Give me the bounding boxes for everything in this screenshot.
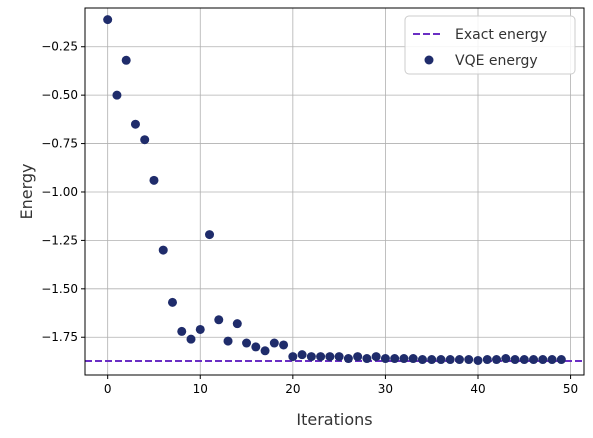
x-tick-label: 10 [193, 382, 208, 396]
y-tick-label: −1.00 [41, 185, 78, 199]
vqe-energy-point [149, 175, 159, 185]
vqe-energy-point [445, 355, 455, 365]
vqe-energy-point [205, 230, 215, 240]
y-axis-ticks: −0.25 −0.50 −0.75 −1.00 −1.25 −1.50 −1.75 [41, 40, 85, 344]
legend: Exact energy VQE energy [404, 15, 576, 75]
vqe-energy-point [325, 352, 335, 362]
legend-dot-swatch [424, 55, 434, 65]
vqe-energy-point [408, 354, 418, 364]
vqe-energy-point [316, 352, 326, 362]
vqe-energy-point [297, 350, 307, 360]
x-tick-label: 40 [470, 382, 485, 396]
y-axis-title: Energy [17, 163, 36, 219]
vqe-energy-point [306, 352, 316, 362]
y-tick-label: −0.25 [41, 40, 78, 54]
vqe-energy-point [214, 315, 224, 325]
vqe-energy-point [279, 340, 289, 350]
x-tick-label: 30 [378, 382, 393, 396]
legend-label-vqe: VQE energy [455, 53, 538, 69]
legend-label-exact: Exact energy [455, 27, 547, 43]
vqe-energy-point [519, 355, 529, 365]
vqe-energy-point [242, 338, 252, 348]
vqe-energy-point [343, 354, 353, 364]
vqe-energy-point [454, 355, 464, 365]
vqe-energy-point [251, 342, 261, 352]
vqe-energy-point [112, 90, 122, 100]
x-axis-title: Iterations [296, 410, 372, 429]
vqe-energy-point [464, 355, 474, 365]
vqe-energy-point [288, 352, 298, 362]
vqe-energy-point [501, 354, 511, 364]
vqe-energy-point [492, 355, 502, 365]
vqe-energy-point [140, 135, 150, 145]
y-tick-label: −1.25 [41, 233, 78, 247]
x-tick-label: 0 [104, 382, 112, 396]
vqe-energy-point [186, 334, 196, 344]
vqe-energy-point [399, 354, 409, 364]
vqe-points [103, 15, 566, 365]
y-tick-label: −0.50 [41, 88, 78, 102]
vqe-energy-point [427, 355, 437, 365]
x-tick-label: 20 [285, 382, 300, 396]
vqe-energy-point [223, 336, 233, 346]
vqe-energy-point [353, 352, 363, 362]
y-tick-label: −1.50 [41, 282, 78, 296]
vqe-energy-point [390, 354, 400, 364]
vqe-energy-point [130, 119, 140, 129]
vqe-energy-point [510, 355, 520, 365]
vqe-energy-point [158, 245, 168, 255]
vqe-energy-point [547, 355, 557, 365]
vqe-energy-point [103, 15, 113, 25]
vqe-energy-point [167, 297, 177, 307]
vqe-energy-point [195, 324, 205, 334]
vqe-energy-point [473, 355, 483, 365]
vqe-energy-point [556, 355, 566, 365]
y-tick-label: −0.75 [41, 137, 78, 151]
vqe-energy-point [380, 354, 390, 364]
vqe-energy-point [269, 338, 279, 348]
vqe-energy-point [529, 355, 539, 365]
x-axis-ticks: 0 10 20 30 40 50 [104, 375, 578, 396]
y-tick-label: −1.75 [41, 330, 78, 344]
vqe-energy-point [436, 355, 446, 365]
vqe-energy-point [371, 352, 381, 362]
vqe-energy-point [362, 354, 372, 364]
vqe-energy-point [334, 352, 344, 362]
vqe-energy-point [232, 319, 242, 329]
vqe-energy-point [417, 355, 427, 365]
legend-box [404, 15, 576, 75]
vqe-energy-point [260, 346, 270, 356]
vqe-energy-point [538, 355, 548, 365]
vqe-energy-point [482, 355, 492, 365]
x-tick-label: 50 [563, 382, 578, 396]
vqe-energy-point [177, 326, 187, 336]
vqe-energy-point [121, 55, 131, 65]
